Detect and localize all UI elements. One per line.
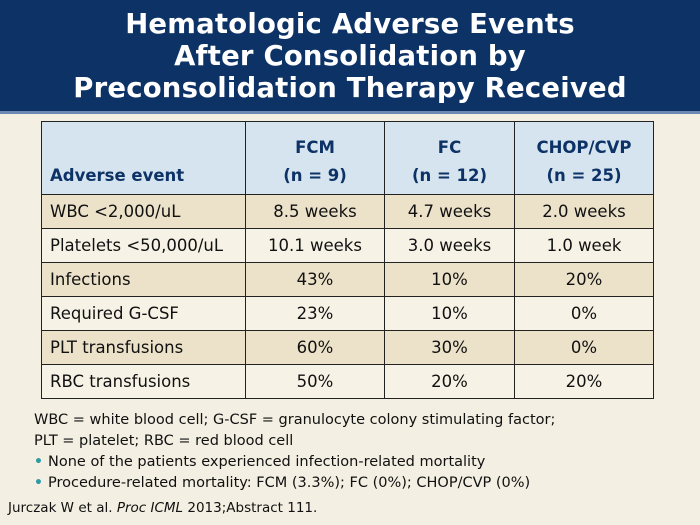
citation: Jurczak W et al. Proc ICML 2013;Abstract… xyxy=(8,500,317,516)
row-label: Infections xyxy=(41,262,246,297)
adverse-events-table: Adverse event FCM (n = 9) FC (n = 12) CH… xyxy=(41,121,654,399)
column-header-chop-cvp: CHOP/CVP (n = 25) xyxy=(514,121,654,195)
column-header-line: Adverse event xyxy=(50,166,185,185)
column-header-adverse-event: Adverse event xyxy=(41,121,246,195)
bullet-item: • Procedure-related mortality: FCM (3.3%… xyxy=(34,473,684,494)
column-header-line: FCM xyxy=(295,138,335,157)
abbreviation-note: PLT = platelet; RBC = red blood cell xyxy=(34,433,294,449)
table-row: RBC transfusions 50% 20% 20% xyxy=(41,364,654,399)
footnotes: WBC = white blood cell; G-CSF = granuloc… xyxy=(34,410,684,494)
table-row: Infections 43% 10% 20% xyxy=(41,262,654,297)
cell-fc: 10% xyxy=(384,262,515,297)
header-divider xyxy=(0,111,700,114)
column-header-line: (n = 25) xyxy=(546,166,622,185)
row-label: Required G-CSF xyxy=(41,296,246,331)
slide-title: Hematologic Adverse Events After Consoli… xyxy=(73,8,626,104)
cell-chop-cvp: 20% xyxy=(514,364,654,399)
row-label: WBC <2,000/uL xyxy=(41,194,246,229)
title-line: Hematologic Adverse Events xyxy=(125,7,575,40)
column-header-line: FC xyxy=(437,138,462,157)
column-header-line: CHOP/CVP xyxy=(536,138,632,157)
title-banner: Hematologic Adverse Events After Consoli… xyxy=(0,0,700,111)
title-line: Preconsolidation Therapy Received xyxy=(73,71,627,104)
table-row: PLT transfusions 60% 30% 0% xyxy=(41,330,654,365)
cell-fcm: 10.1 weeks xyxy=(245,228,385,263)
bullet-item: • None of the patients experienced infec… xyxy=(34,452,684,473)
cell-fcm: 60% xyxy=(245,330,385,365)
citation-details: 2013;Abstract 111. xyxy=(187,500,318,516)
cell-chop-cvp: 0% xyxy=(514,296,654,331)
bullet-text: None of the patients experienced infecti… xyxy=(48,454,486,470)
cell-chop-cvp: 20% xyxy=(514,262,654,297)
bullet-text: Procedure-related mortality: FCM (3.3%);… xyxy=(48,475,531,491)
bullet-dot-icon: • xyxy=(34,475,43,491)
table-row: Platelets <50,000/uL 10.1 weeks 3.0 week… xyxy=(41,228,654,263)
table-row: WBC <2,000/uL 8.5 weeks 4.7 weeks 2.0 we… xyxy=(41,194,654,229)
table-row: Required G-CSF 23% 10% 0% xyxy=(41,296,654,331)
cell-fcm: 23% xyxy=(245,296,385,331)
cell-fc: 10% xyxy=(384,296,515,331)
column-header-fcm: FCM (n = 9) xyxy=(245,121,385,195)
column-header-line: (n = 12) xyxy=(411,166,488,185)
row-label: RBC transfusions xyxy=(41,364,246,399)
cell-chop-cvp: 2.0 weeks xyxy=(514,194,654,229)
cell-fc: 3.0 weeks xyxy=(384,228,515,263)
title-line: After Consolidation by xyxy=(174,39,526,72)
column-header-fc: FC (n = 12) xyxy=(384,121,515,195)
row-label: PLT transfusions xyxy=(41,330,246,365)
cell-chop-cvp: 1.0 week xyxy=(514,228,654,263)
bullet-dot-icon: • xyxy=(34,454,43,470)
row-label: Platelets <50,000/uL xyxy=(41,228,246,263)
cell-fcm: 8.5 weeks xyxy=(245,194,385,229)
table-header-row: Adverse event FCM (n = 9) FC (n = 12) CH… xyxy=(41,121,654,195)
cell-fc: 30% xyxy=(384,330,515,365)
cell-fcm: 43% xyxy=(245,262,385,297)
citation-authors: Jurczak W et al. xyxy=(8,500,113,516)
abbreviation-note: WBC = white blood cell; G-CSF = granuloc… xyxy=(34,412,556,428)
cell-chop-cvp: 0% xyxy=(514,330,654,365)
column-header-line: (n = 9) xyxy=(283,166,347,185)
cell-fc: 4.7 weeks xyxy=(384,194,515,229)
cell-fc: 20% xyxy=(384,364,515,399)
cell-fcm: 50% xyxy=(245,364,385,399)
citation-journal: Proc ICML xyxy=(116,500,184,516)
